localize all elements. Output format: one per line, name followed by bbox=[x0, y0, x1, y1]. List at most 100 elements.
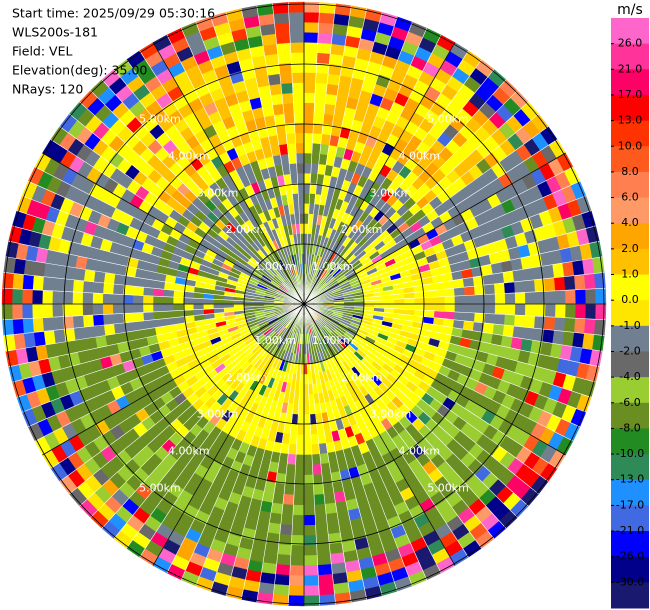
radar-cell bbox=[463, 285, 476, 296]
radar-cell bbox=[574, 274, 586, 290]
ray-gap bbox=[303, 21, 413, 305]
radar-cell bbox=[323, 492, 336, 505]
ray-gap bbox=[303, 303, 603, 352]
radar-cell bbox=[102, 293, 114, 305]
radar-cell bbox=[303, 404, 311, 415]
radar-cell bbox=[483, 283, 496, 295]
radar-cell bbox=[297, 182, 305, 194]
radar-cell bbox=[303, 464, 314, 476]
radar-cell bbox=[290, 555, 305, 566]
radar-cell bbox=[316, 42, 332, 54]
radar-cell bbox=[31, 303, 43, 319]
radar-cell bbox=[312, 463, 323, 476]
radar-cell bbox=[303, 434, 312, 446]
header-line: NRays: 120 bbox=[12, 82, 83, 97]
radar-cell bbox=[483, 313, 496, 325]
radar-cell bbox=[554, 316, 566, 332]
radar-cell bbox=[303, 514, 316, 526]
radar-cell bbox=[316, 52, 331, 64]
radar-cell bbox=[594, 319, 606, 336]
radar-cell bbox=[72, 279, 84, 293]
radar-cell bbox=[142, 303, 154, 313]
ray-gap bbox=[303, 34, 442, 305]
radar-cell bbox=[112, 283, 125, 295]
radar-cell bbox=[303, 454, 313, 466]
radar-cell bbox=[524, 291, 536, 305]
radar-cell bbox=[314, 82, 328, 94]
radar-cell bbox=[43, 330, 56, 346]
radar-cell bbox=[322, 113, 335, 126]
radar-cell bbox=[285, 463, 296, 476]
radar-cell bbox=[281, 92, 294, 104]
radar-cell bbox=[11, 288, 23, 305]
ray-gap bbox=[303, 180, 581, 305]
radar-cell bbox=[287, 443, 297, 456]
radar-cell bbox=[152, 303, 164, 313]
radar-cell bbox=[291, 72, 305, 84]
radar-cell bbox=[303, 585, 320, 597]
radar-cell bbox=[267, 73, 282, 86]
radar-cell bbox=[443, 287, 456, 297]
colorbar-label: 6.0 bbox=[621, 191, 639, 204]
radar-cell bbox=[303, 112, 315, 124]
radar-cell bbox=[152, 287, 165, 297]
radar-cell bbox=[514, 280, 526, 294]
colorbar-label: -30.0 bbox=[616, 575, 644, 588]
radar-cell bbox=[43, 262, 56, 278]
radar-cell bbox=[303, 414, 311, 426]
radar-cell bbox=[273, 584, 290, 596]
radar-cell bbox=[414, 297, 426, 305]
radar-cell bbox=[313, 494, 326, 506]
radar-cell bbox=[482, 322, 495, 335]
radar-cell bbox=[289, 575, 305, 587]
radar-cell bbox=[424, 303, 436, 312]
radar-cell bbox=[22, 274, 34, 290]
ray-gap bbox=[303, 303, 587, 413]
radar-cell bbox=[303, 504, 316, 516]
radar-cell bbox=[132, 294, 144, 305]
ray-gap bbox=[303, 2, 321, 305]
ring-label: 3.00km bbox=[197, 186, 239, 199]
colorbar-label: -17.0 bbox=[616, 498, 644, 511]
radar-cell bbox=[444, 295, 456, 305]
radar-cell bbox=[564, 317, 576, 333]
radar-cell bbox=[142, 311, 155, 322]
radar-cell bbox=[272, 492, 285, 505]
radar-cell bbox=[575, 303, 587, 319]
radar-cell bbox=[303, 394, 310, 405]
radar-cell bbox=[514, 292, 526, 305]
radar-cell bbox=[1, 287, 13, 305]
colorbar-unit: m/s bbox=[617, 2, 643, 18]
radar-cell bbox=[326, 522, 341, 535]
ray-gap bbox=[303, 303, 600, 368]
radar-cell bbox=[283, 112, 295, 125]
radar-cell bbox=[287, 595, 305, 607]
radar-cell bbox=[303, 565, 319, 577]
radar-cell bbox=[524, 315, 536, 329]
radar-cell bbox=[273, 12, 290, 24]
radar-cell bbox=[504, 314, 516, 327]
radar-cell bbox=[82, 303, 94, 316]
radar-cell bbox=[203, 298, 214, 305]
radar-cell bbox=[132, 285, 145, 296]
radar-cell bbox=[303, 424, 312, 436]
radar-cell bbox=[494, 313, 506, 326]
ray-gap bbox=[303, 303, 605, 336]
radar-cell bbox=[311, 142, 322, 155]
radar-cell bbox=[297, 193, 305, 204]
radar-cell bbox=[317, 564, 333, 576]
radar-cell bbox=[102, 313, 114, 326]
radar-cell bbox=[502, 270, 515, 284]
radar-cell bbox=[285, 132, 296, 145]
radar-cell bbox=[444, 303, 456, 313]
radar-cell bbox=[325, 512, 339, 525]
radar-cell bbox=[275, 32, 291, 44]
radar-cell bbox=[524, 279, 536, 293]
radar-cell bbox=[295, 152, 305, 164]
ray-gap bbox=[303, 210, 592, 305]
radar-cell bbox=[282, 494, 295, 506]
radar-cell bbox=[296, 424, 305, 436]
radar-cell bbox=[319, 2, 336, 14]
colorbar-label: -8.0 bbox=[619, 421, 640, 434]
